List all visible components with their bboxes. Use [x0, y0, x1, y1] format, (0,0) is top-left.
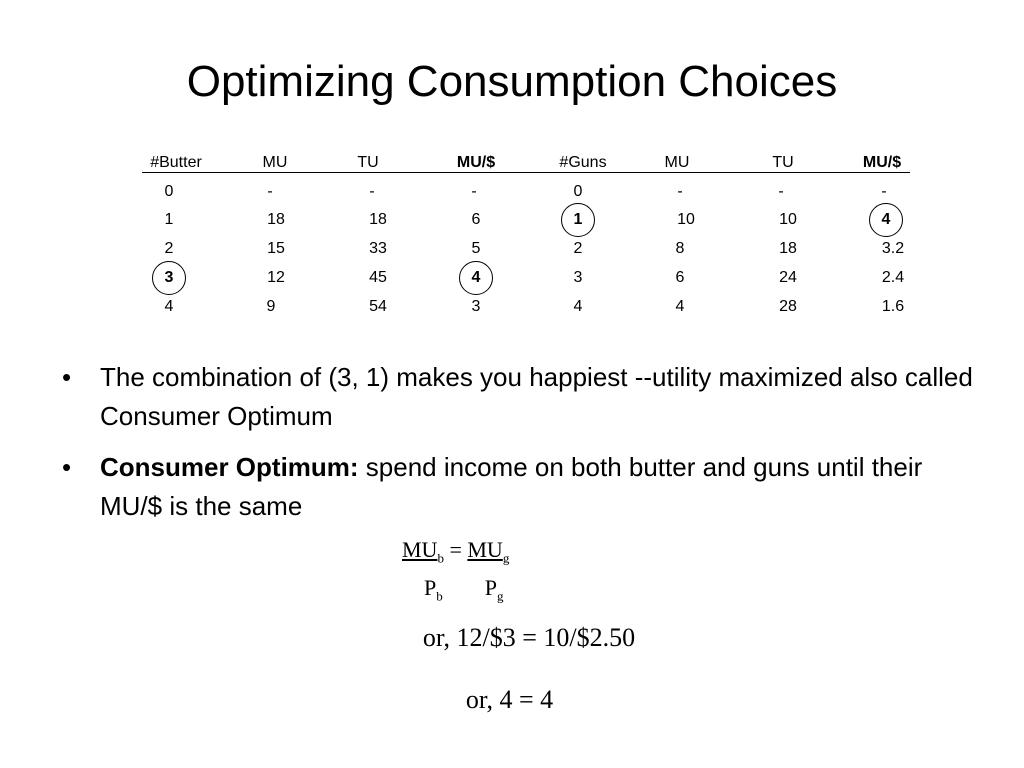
table-cell: - — [881, 183, 887, 200]
table-cell: 18 — [369, 211, 387, 228]
table-cell: 2 — [164, 240, 174, 257]
table-cell: 33 — [369, 240, 387, 257]
highlight-circle — [459, 261, 493, 295]
equation-sub-b: b — [437, 550, 444, 566]
bullet-marker: • — [62, 452, 72, 482]
bullet-marker: • — [62, 362, 72, 392]
col-header-tu-guns: TU — [772, 154, 794, 171]
bullet-term: Consumer Optimum: — [100, 452, 359, 482]
table-cell: 4 — [675, 298, 685, 315]
equation-numeric: or, 12/$3 = 10/$2.50 — [422, 623, 636, 652]
col-header-mu-butter: MU — [262, 154, 288, 171]
table-cell: 10 — [677, 211, 695, 228]
table-cell: - — [778, 183, 784, 200]
table-cell: 3 — [471, 298, 481, 315]
bullet-text: The combination of (3, 1) makes you happ… — [100, 362, 973, 431]
equation-mu-g: MU — [467, 537, 503, 562]
equation-sub-b: b — [436, 588, 443, 604]
header-underline — [142, 172, 910, 173]
table-cell: 1.6 — [881, 298, 905, 315]
highlight-circle — [869, 203, 903, 237]
table-cell: - — [369, 183, 375, 200]
col-header-mu-per-dollar-butter: MU/$ — [456, 154, 496, 171]
equation-numerators: MUb = MUg — [402, 536, 509, 572]
table-cell: 8 — [675, 240, 685, 257]
table-cell: 3.2 — [881, 240, 905, 257]
col-header-mu-per-dollar-guns: MU/$ — [862, 154, 902, 171]
table-cell: 3 — [573, 269, 583, 286]
table-cell: 12 — [267, 269, 285, 286]
bullet-list: • The combination of (3, 1) makes you ha… — [62, 358, 982, 538]
table-cell: 4 — [573, 298, 583, 315]
table-cell: 5 — [471, 240, 481, 257]
table-cell: - — [677, 183, 683, 200]
table-cell: 54 — [369, 298, 387, 315]
table-cell: - — [471, 183, 477, 200]
equation-mu-b: MU — [402, 537, 438, 562]
col-header-mu-guns: MU — [664, 154, 690, 171]
equation-result: or, 4 = 4 — [465, 685, 554, 714]
table-cell: 18 — [779, 240, 797, 257]
col-header-butter: #Butter — [150, 154, 202, 171]
table-cell: 45 — [369, 269, 387, 286]
equation-denominators: Pb Pg — [424, 574, 504, 610]
table-cell: 1 — [164, 211, 174, 228]
col-header-guns: #Guns — [559, 154, 607, 171]
equation-sub-g: g — [497, 588, 504, 604]
table-cell: 4 — [164, 298, 174, 315]
equation-equals: = — [443, 537, 468, 562]
table-cell: 2.4 — [881, 269, 905, 286]
table-cell: 10 — [779, 211, 797, 228]
table-cell: 15 — [267, 240, 285, 257]
table-cell: 6 — [471, 211, 481, 228]
equation-p-g: P — [484, 575, 497, 600]
table-cell: 18 — [267, 211, 285, 228]
bullet-item: • Consumer Optimum: spend income on both… — [62, 448, 982, 526]
page-title: Optimizing Consumption Choices — [186, 57, 838, 106]
table-cell: 28 — [779, 298, 797, 315]
highlight-circle — [561, 203, 595, 237]
table-cell: 6 — [675, 269, 685, 286]
highlight-circle — [152, 261, 186, 295]
table-cell: 9 — [266, 298, 276, 315]
bullet-item: • The combination of (3, 1) makes you ha… — [62, 358, 982, 436]
bullet-text: spend income on both butter and guns unt… — [100, 452, 923, 521]
table-cell: 0 — [164, 183, 174, 200]
table-cell: 24 — [779, 269, 797, 286]
equation-sub-g: g — [502, 550, 510, 566]
table-cell: 2 — [573, 240, 583, 257]
table-cell: 0 — [573, 183, 583, 200]
col-header-tu-butter: TU — [357, 154, 379, 171]
equation-p-b: P — [424, 575, 437, 600]
table-cell: - — [267, 183, 273, 200]
